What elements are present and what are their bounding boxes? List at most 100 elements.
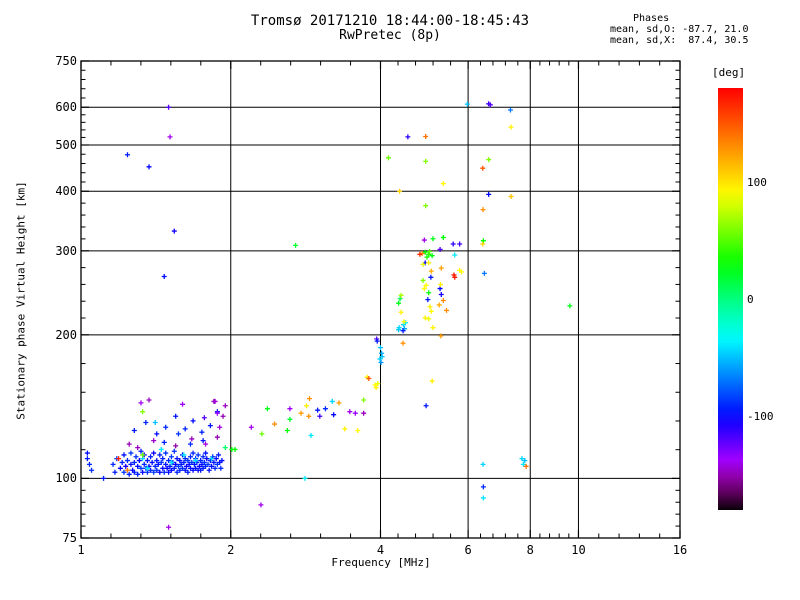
data-point [428, 308, 434, 314]
data-point [189, 436, 195, 442]
data-point [308, 433, 314, 439]
data-point [213, 456, 219, 462]
data-point [128, 450, 134, 456]
data-point [135, 463, 141, 469]
data-point [185, 469, 191, 475]
data-point [168, 459, 174, 465]
data-point [148, 467, 154, 473]
data-point [171, 465, 177, 471]
data-point [143, 419, 149, 425]
data-point [161, 274, 167, 280]
data-point [397, 188, 403, 194]
data-point [212, 465, 218, 471]
data-point [361, 397, 367, 403]
data-point [190, 450, 196, 456]
data-point [437, 246, 443, 252]
data-point [304, 403, 310, 409]
data-point [423, 133, 429, 139]
data-point [193, 465, 199, 471]
data-point [163, 424, 169, 430]
data-point [193, 458, 199, 464]
data-point [201, 415, 207, 421]
data-point [322, 406, 328, 412]
data-point [480, 461, 486, 467]
data-point [480, 165, 486, 171]
data-point [424, 254, 430, 260]
data-point [117, 465, 123, 471]
data-point [426, 290, 432, 296]
data-point [438, 265, 444, 271]
data-point [116, 456, 122, 462]
data-point [174, 456, 180, 462]
data-point [160, 456, 166, 462]
data-point [203, 450, 209, 456]
data-point [218, 465, 224, 471]
data-point [151, 450, 157, 456]
data-point [167, 463, 173, 469]
data-point [302, 475, 308, 481]
data-point [287, 416, 293, 422]
data-point [200, 438, 206, 444]
plot-subtitle: RwPretec (8p) [339, 28, 441, 43]
data-point [298, 410, 304, 416]
data-point [175, 431, 181, 437]
data-point [167, 134, 173, 140]
data-point [378, 345, 383, 351]
data-point [480, 207, 486, 213]
data-point [163, 450, 169, 456]
data-point [487, 102, 493, 108]
data-point [396, 325, 402, 331]
data-point [209, 463, 215, 469]
data-point [191, 461, 197, 467]
data-point [222, 403, 228, 409]
data-point [84, 456, 90, 462]
data-point [177, 467, 183, 473]
data-point [135, 445, 141, 451]
data-point [450, 241, 456, 247]
data-point [133, 454, 139, 460]
data-point [519, 456, 525, 462]
data-point [480, 238, 486, 244]
data-point [198, 458, 204, 464]
data-point [217, 424, 223, 430]
data-point [161, 469, 167, 475]
data-point [131, 469, 137, 475]
data-point [124, 467, 130, 473]
data-point [452, 252, 458, 258]
data-point [158, 459, 164, 465]
data-point [126, 471, 132, 477]
data-point [438, 291, 444, 297]
data-point [385, 155, 391, 161]
data-point [480, 241, 486, 247]
data-point [507, 107, 513, 113]
y-axis-title: Stationary phase Virtual Height [km] [14, 181, 28, 420]
phases-header: Phases [633, 13, 670, 24]
data-point [428, 274, 434, 280]
data-point [140, 409, 146, 415]
colorbar-tick-0: 0 [747, 293, 754, 306]
data-point [523, 463, 529, 469]
data-point [166, 524, 172, 530]
y-tick-label-75: 75 [62, 531, 77, 545]
data-point [180, 401, 186, 407]
data-point [181, 452, 187, 458]
data-point [209, 456, 215, 462]
data-point [131, 459, 137, 465]
data-point [248, 424, 254, 430]
data-point [121, 469, 127, 475]
data-point [160, 465, 166, 471]
data-point [121, 452, 127, 458]
data-point [287, 406, 293, 412]
data-point [128, 461, 134, 467]
data-point [405, 134, 411, 140]
x-axis-title: Frequency [MHz] [331, 556, 431, 569]
data-point [190, 467, 196, 473]
y-tick-label-500: 500 [55, 137, 77, 152]
data-point [423, 158, 429, 164]
data-point [437, 281, 443, 287]
data-point [140, 452, 146, 458]
data-point [401, 319, 407, 325]
data-point [154, 458, 160, 464]
data-point [366, 375, 372, 381]
data-point [423, 203, 429, 209]
